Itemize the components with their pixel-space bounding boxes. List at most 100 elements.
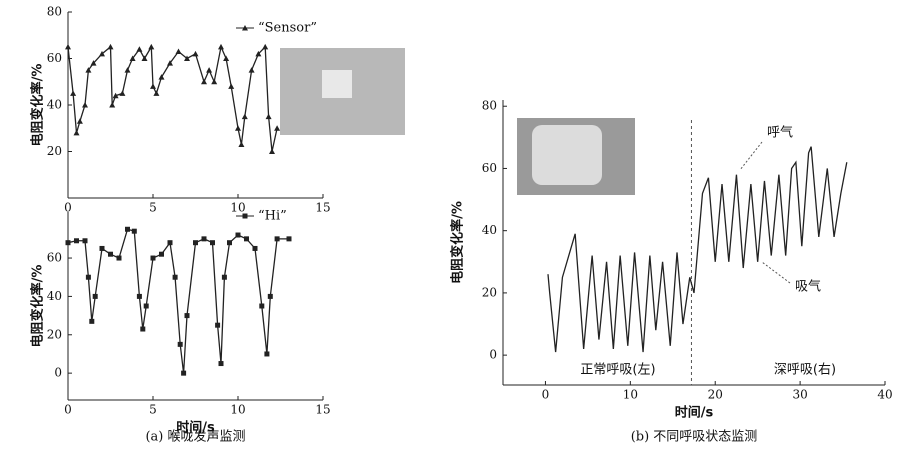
x-tick-label: 5 (149, 403, 157, 417)
marker (107, 43, 114, 50)
marker (99, 245, 105, 251)
sensor-patch (322, 70, 352, 98)
mask (532, 125, 602, 185)
marker (76, 118, 83, 124)
marker (241, 113, 248, 120)
y-tick-label: 80 (47, 5, 62, 19)
x-tick-label: 0 (542, 388, 550, 402)
marker (223, 55, 230, 61)
marker (85, 274, 91, 280)
annotation: 呼气 (767, 125, 793, 141)
x-axis-label: 时间/s (176, 420, 215, 436)
marker (274, 125, 281, 131)
annotation: 正常呼吸(左) (580, 363, 655, 378)
marker (218, 43, 224, 50)
legend-label: “Hi” (258, 209, 287, 224)
marker (267, 293, 273, 299)
y-tick-label: 80 (482, 99, 497, 113)
marker (248, 67, 255, 73)
annotation: 深呼吸(右) (774, 363, 836, 378)
x-tick-label: 10 (230, 201, 245, 215)
y-tick-label: 0 (54, 366, 62, 380)
marker (210, 240, 215, 246)
marker (269, 148, 275, 154)
x-tick-label: 20 (708, 388, 723, 402)
marker (150, 255, 156, 261)
annotation: 吸气 (795, 279, 821, 295)
marker (150, 83, 156, 89)
marker (252, 245, 258, 251)
marker (184, 313, 190, 319)
y-tick-label: 60 (47, 51, 62, 65)
marker (119, 90, 126, 96)
marker (124, 67, 131, 73)
y-axis-label: 电阻变化率/% (30, 64, 46, 147)
pointer (761, 261, 791, 284)
marker (167, 240, 173, 246)
legend-label: “Sensor” (258, 21, 317, 36)
marker (153, 90, 160, 96)
marker (235, 125, 241, 131)
x-tick-label: 5 (149, 201, 157, 215)
marker (264, 351, 270, 357)
marker (175, 48, 182, 55)
marker (172, 274, 178, 280)
marker (211, 78, 218, 85)
x-tick-label: 0 (64, 403, 72, 417)
y-tick-label: 20 (482, 285, 497, 299)
marker (235, 232, 241, 238)
marker (228, 83, 235, 89)
y-axis-label: 电阻变化率/% (450, 201, 466, 284)
marker (136, 46, 143, 52)
marker (70, 90, 77, 96)
caption: (b) 不同呼吸状态监测 (631, 430, 758, 445)
x-tick-label: 0 (64, 201, 72, 215)
marker (274, 236, 280, 242)
marker (125, 226, 130, 232)
marker (193, 240, 198, 246)
marker (221, 274, 227, 280)
marker (201, 78, 207, 85)
marker (159, 251, 164, 257)
marker (177, 341, 183, 347)
y-tick-label: 40 (47, 289, 62, 303)
marker (259, 303, 265, 309)
marker (201, 236, 207, 242)
marker (141, 55, 148, 61)
data-line (547, 146, 848, 353)
marker (286, 236, 292, 242)
x-tick-label: 15 (315, 403, 330, 417)
x-tick-label: 10 (623, 388, 638, 402)
y-tick-label: 20 (47, 144, 62, 158)
y-axis-label: 电阻变化率/% (30, 265, 46, 348)
marker (116, 255, 122, 261)
marker (181, 370, 187, 376)
y-tick-label: 40 (482, 223, 497, 237)
y-tick-label: 40 (47, 98, 62, 112)
y-tick-label: 60 (47, 251, 62, 265)
marker (136, 293, 142, 299)
marker (255, 50, 262, 57)
marker (140, 326, 146, 332)
marker (192, 50, 199, 57)
marker (73, 129, 80, 136)
marker (242, 213, 248, 219)
y-tick-label: 20 (47, 327, 62, 341)
marker (109, 102, 116, 108)
marker (158, 74, 165, 80)
marker (129, 55, 136, 61)
marker (131, 228, 137, 234)
marker (82, 102, 88, 108)
y-tick-label: 60 (482, 161, 497, 175)
marker (238, 141, 245, 148)
marker (215, 322, 221, 328)
pointer (739, 141, 763, 171)
marker (74, 238, 79, 244)
marker (242, 25, 248, 31)
marker (112, 92, 119, 99)
marker (167, 60, 173, 66)
marker (92, 293, 98, 299)
marker (244, 236, 249, 242)
x-tick-label: 15 (315, 201, 330, 215)
